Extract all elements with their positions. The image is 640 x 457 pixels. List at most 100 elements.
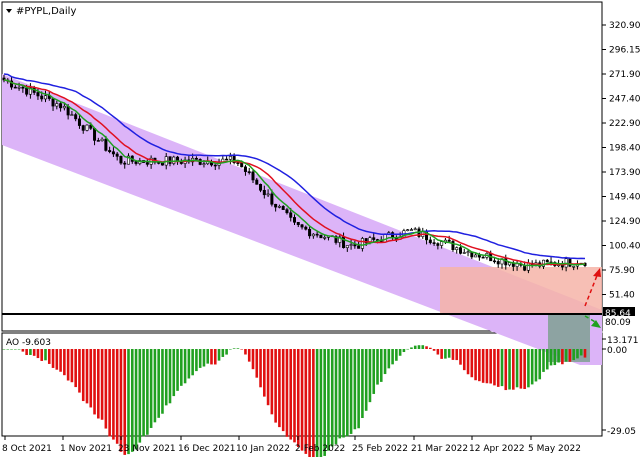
ao-bar bbox=[221, 349, 225, 357]
ao-bar bbox=[255, 349, 259, 378]
candle-body bbox=[17, 86, 21, 89]
ao-bar bbox=[127, 349, 130, 455]
candle-body bbox=[225, 158, 229, 161]
candle-body bbox=[51, 98, 55, 107]
price-tag-secondary: 80.09 bbox=[603, 316, 635, 328]
candle-body bbox=[277, 206, 281, 208]
ao-bar bbox=[85, 349, 89, 404]
ao-bar bbox=[2, 349, 6, 350]
ao-bar bbox=[383, 349, 387, 375]
ao-bar bbox=[432, 349, 436, 351]
candle-body bbox=[568, 258, 572, 267]
candle-body bbox=[70, 114, 74, 116]
candle-body bbox=[315, 233, 319, 236]
price-tag-current: 85.64 bbox=[603, 307, 635, 319]
svg-text:80.09: 80.09 bbox=[605, 318, 631, 328]
ao-bar bbox=[421, 345, 425, 349]
price-axis[interactable]: 320.90 296.15 271.90 247.40 222.90 198.40 173.… bbox=[602, 21, 640, 301]
ao-bar bbox=[191, 349, 194, 376]
ao-bar bbox=[29, 349, 32, 355]
ao-bar bbox=[138, 349, 142, 443]
candle-body bbox=[349, 244, 353, 246]
candle-body bbox=[213, 164, 217, 167]
ao-bar bbox=[270, 349, 274, 415]
date-axis[interactable]: 8 Oct 2021 1 Nov 2021 23 Nov 2021 16 Dec 20… bbox=[2, 436, 581, 454]
candle-body bbox=[74, 114, 78, 120]
ao-bar bbox=[406, 348, 409, 350]
ao-bar bbox=[402, 349, 406, 353]
ao-bar bbox=[146, 349, 149, 435]
chart-title: #PYPL,Daily bbox=[6, 6, 76, 17]
candle-body bbox=[2, 77, 6, 81]
ao-bar bbox=[493, 349, 496, 386]
ao-bar bbox=[353, 349, 357, 430]
price-tick-label: 173.90 bbox=[609, 168, 640, 178]
ao-bar bbox=[436, 349, 440, 355]
ao-bar bbox=[349, 349, 353, 434]
awesome-oscillator-histogram bbox=[2, 345, 587, 457]
candle-body bbox=[292, 217, 296, 223]
candle-body bbox=[108, 150, 112, 153]
ao-bar bbox=[142, 349, 145, 437]
ao-bar bbox=[168, 349, 172, 404]
ao-bar bbox=[229, 348, 232, 350]
date-tick-label: 16 Dec 2021 bbox=[178, 444, 236, 454]
ao-bar bbox=[217, 349, 221, 361]
candle-body bbox=[455, 247, 459, 251]
candle-body bbox=[240, 162, 244, 168]
ao-bar bbox=[47, 349, 51, 364]
candle-body bbox=[247, 171, 251, 173]
price-tick-label: 247.40 bbox=[609, 95, 640, 105]
ao-bar bbox=[561, 349, 564, 365]
candle-body bbox=[451, 241, 455, 251]
candle-body bbox=[168, 156, 172, 164]
indicator-axis[interactable]: 13.171 0.00 -29.05 bbox=[602, 336, 639, 437]
ao-bar bbox=[161, 349, 164, 414]
candle-body bbox=[13, 86, 17, 89]
svg-text:85.64: 85.64 bbox=[605, 309, 631, 319]
ao-bar bbox=[542, 349, 545, 372]
ao-bar bbox=[391, 349, 394, 365]
candle-body bbox=[266, 193, 270, 196]
price-tick-label: 51.40 bbox=[609, 291, 635, 301]
ao-bar bbox=[466, 349, 470, 375]
ao-axis-label-bottom: -29.05 bbox=[607, 427, 636, 437]
candle-body bbox=[228, 156, 232, 160]
ao-bar bbox=[534, 349, 538, 382]
ao-bar bbox=[398, 349, 402, 356]
candle-body bbox=[372, 237, 376, 240]
ao-bar bbox=[104, 349, 108, 429]
price-tick-label: 100.40 bbox=[609, 242, 640, 252]
moving-average-fast bbox=[3, 79, 586, 267]
dropdown-triangle-icon[interactable] bbox=[6, 9, 12, 13]
candle-body bbox=[255, 179, 259, 185]
candle-body bbox=[85, 124, 89, 131]
ao-bar bbox=[372, 349, 376, 394]
ao-bar bbox=[70, 349, 74, 383]
candle-body bbox=[81, 125, 85, 131]
candle-body bbox=[300, 224, 304, 228]
ao-bar bbox=[89, 349, 93, 408]
ao-bar bbox=[134, 349, 138, 450]
ao-bar bbox=[40, 349, 44, 361]
ao-bar bbox=[572, 349, 575, 361]
ao-bar bbox=[213, 349, 217, 365]
ao-bar bbox=[115, 349, 119, 444]
ao-bar bbox=[172, 349, 176, 397]
ao-bar bbox=[549, 349, 553, 366]
candle-body bbox=[304, 226, 308, 230]
ao-bar bbox=[338, 349, 342, 439]
ao-bar bbox=[202, 349, 206, 367]
date-tick-label: 23 Nov 2021 bbox=[118, 444, 176, 454]
candle-body bbox=[334, 236, 338, 243]
candle-body bbox=[111, 151, 115, 155]
ao-bar bbox=[364, 349, 368, 411]
price-tick-label: 75.90 bbox=[609, 266, 635, 276]
candle-body bbox=[59, 103, 63, 109]
date-tick-label: 10 Jan 2022 bbox=[236, 444, 290, 454]
ao-bar bbox=[327, 349, 330, 451]
candle-body bbox=[55, 103, 59, 107]
ao-bar bbox=[504, 349, 508, 391]
ao-bar bbox=[300, 349, 304, 451]
